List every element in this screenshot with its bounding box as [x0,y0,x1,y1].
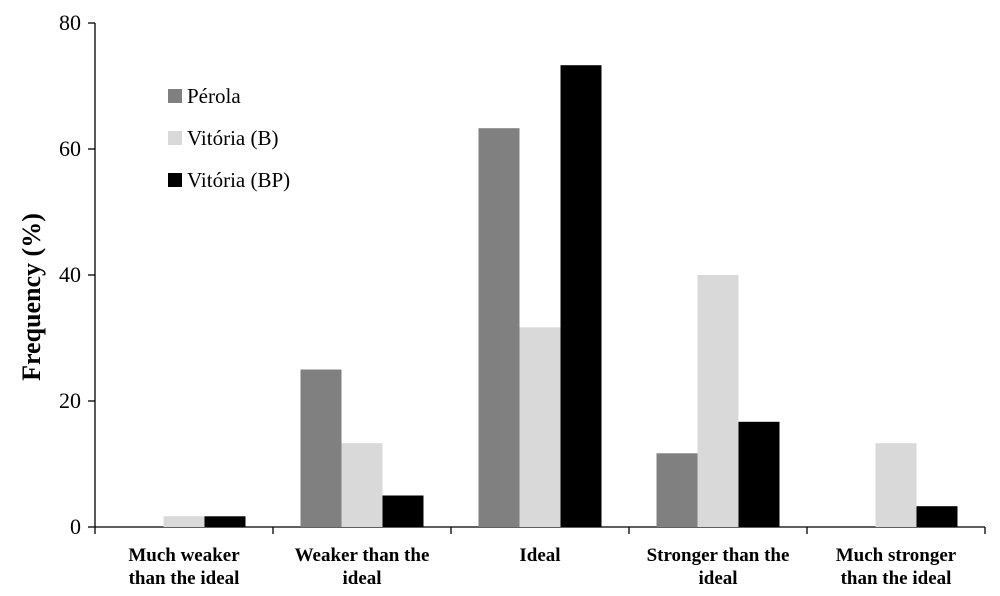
bar-2-1 [382,495,424,527]
bars [163,65,958,528]
x-category-label: Weaker than the ideal [295,545,430,589]
bar-2-4 [916,506,958,527]
y-tick-label: 40 [59,262,81,287]
x-category-label: Ideal [519,545,560,566]
legend: Pérola Vitória (B) Vitória (BP) [168,84,290,192]
axes: 0 20 40 60 80 Much weaker than the ideal Weaker… [59,10,986,589]
bar-2-3 [738,421,780,527]
y-tick-label: 60 [59,136,81,161]
legend-swatch [168,131,182,145]
bar-1-3 [697,275,739,527]
y-tick-label: 80 [59,10,81,35]
bar-1-0 [163,516,205,527]
y-axis-label: Frequency (%) [17,213,46,381]
bar-1-2 [519,327,561,527]
x-category-label: Stronger than the ideal [647,545,790,589]
y-tick-label: 20 [59,388,81,413]
legend-label: Vitória (BP) [187,168,290,192]
legend-swatch [168,173,182,187]
bar-0-2 [478,128,520,527]
x-category-label: Much stronger than the ideal [836,545,957,589]
legend-label: Pérola [187,84,241,108]
y-tick-label: 0 [70,514,81,539]
bar-1-4 [875,443,917,527]
bar-0-1 [300,369,342,527]
legend-swatch [168,89,182,103]
bar-1-1 [341,443,383,527]
bar-2-0 [204,516,246,527]
x-category-label: Much weaker than the ideal [128,545,240,589]
bar-2-2 [560,65,602,528]
bar-0-3 [656,453,698,527]
legend-label: Vitória (B) [187,126,278,150]
